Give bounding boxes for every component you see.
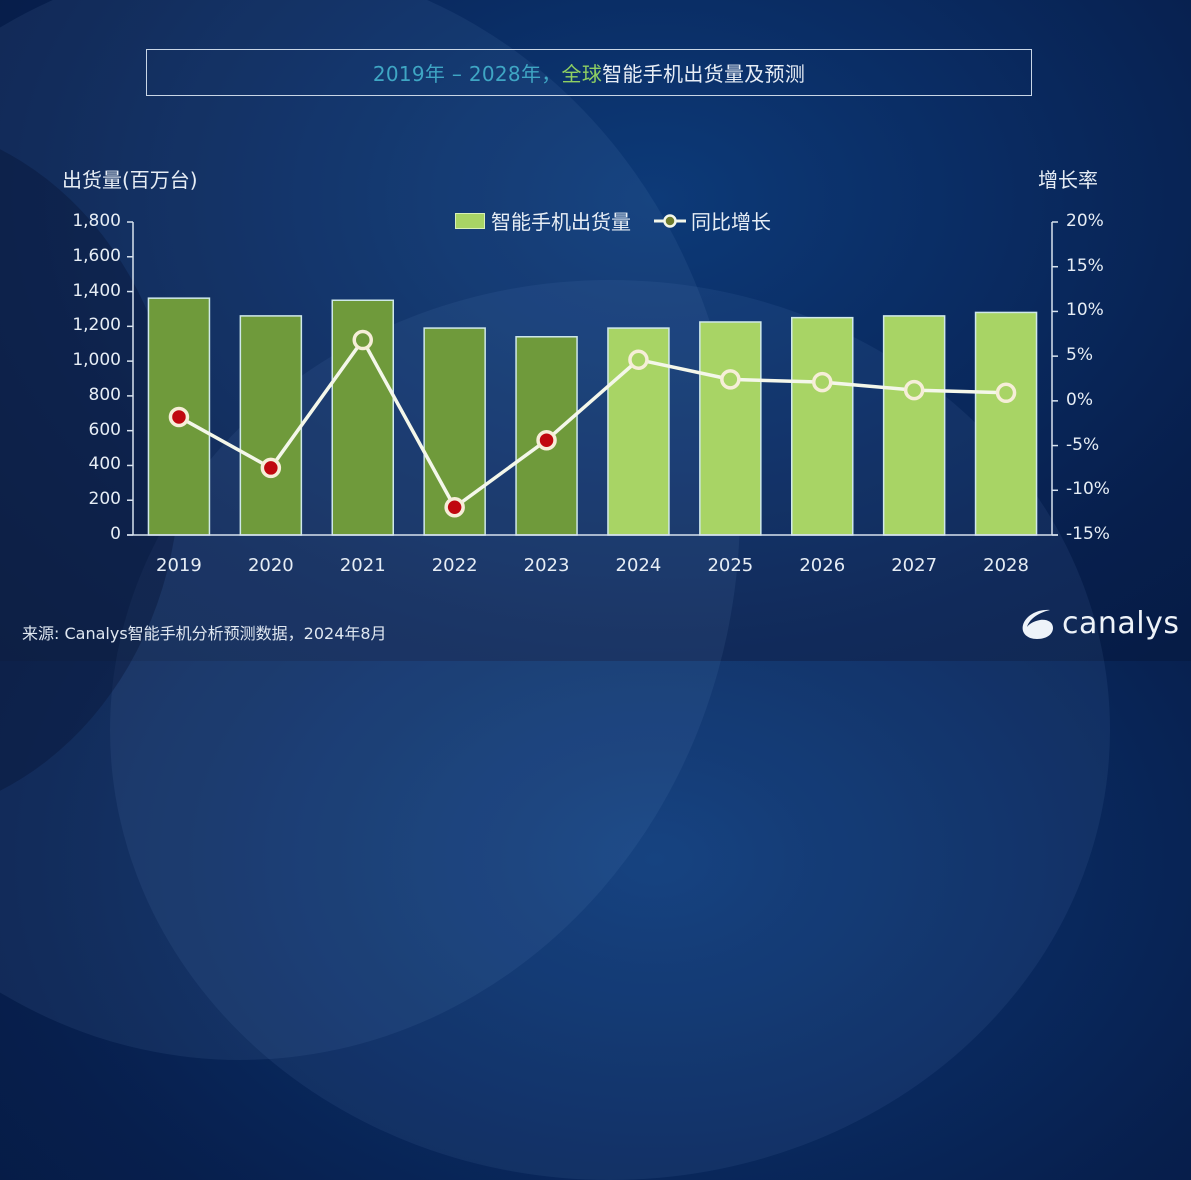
left-axis-title: 出货量(百万台)	[62, 168, 198, 192]
right-tick-label: 5%	[1066, 345, 1093, 366]
growth-marker-2020	[260, 457, 282, 479]
title-years: 2019年 – 2028年，	[372, 62, 562, 86]
growth-marker-2028	[995, 382, 1017, 404]
legend-line-label: 同比增长	[691, 210, 771, 234]
growth-marker-2025	[720, 369, 741, 390]
growth-marker-2021	[352, 329, 373, 351]
x-tick-label: 2025	[707, 555, 754, 576]
right-axis-title: 增长率	[1038, 168, 1098, 192]
bar-2020	[239, 315, 303, 536]
left-tick-label: 1,600	[72, 245, 121, 266]
left-tick-label: 1,400	[72, 280, 121, 301]
bar-2026	[791, 316, 854, 536]
bar-2027	[882, 315, 946, 536]
legend-bar-label: 智能手机出货量	[491, 210, 631, 234]
growth-line	[178, 338, 1007, 510]
legend-line-marker-icon	[653, 213, 687, 229]
growth-marker-2023	[536, 429, 557, 451]
x-tick-label: 2024	[615, 555, 662, 576]
left-tick-label: 600	[88, 419, 121, 440]
right-tick-label: 10%	[1066, 300, 1104, 321]
x-tick-label: 2028	[983, 555, 1029, 576]
title-main: 智能手机出货量及预测	[602, 62, 806, 86]
growth-marker-2022	[444, 497, 465, 518]
x-tick-label: 2021	[339, 555, 386, 576]
right-tick-label: -5%	[1066, 434, 1100, 455]
left-tick-label: 1,200	[72, 315, 121, 336]
chart-title: 2019年 – 2028年， 全球 智能手机出货量及预测	[146, 49, 1032, 96]
source-note: 来源: Canalys智能手机分析预测数据，2024年8月	[22, 624, 387, 643]
legend-bar-swatch	[455, 212, 485, 229]
growth-marker-2019	[168, 406, 190, 428]
growth-marker-2027	[903, 379, 925, 401]
x-tick-label: 2027	[891, 555, 938, 576]
left-tick-label: 200	[88, 489, 121, 510]
bar-2025	[699, 321, 762, 536]
title-global: 全球	[561, 62, 603, 86]
left-tick-label: 1,000	[72, 350, 121, 371]
x-tick-label: 2022	[431, 555, 478, 576]
legend: 智能手机出货量 同比增长	[455, 206, 771, 235]
x-tick-label: 2023	[523, 555, 570, 576]
right-tick-label: 20%	[1066, 211, 1104, 231]
combo-chart	[127, 221, 1058, 536]
left-tick-label: 800	[88, 384, 121, 405]
right-tick-label: 0%	[1066, 389, 1093, 410]
right-tick-label: -15%	[1066, 524, 1110, 544]
growth-marker-2026	[812, 371, 833, 393]
left-tick-label: 1,800	[72, 211, 121, 231]
left-tick-label: 0	[110, 524, 121, 544]
canalys-logo: canalys	[1020, 606, 1180, 641]
logo-text: canalys	[1062, 606, 1180, 641]
growth-marker-2024	[628, 349, 649, 370]
x-tick-label: 2026	[799, 555, 846, 576]
left-tick-label: 400	[88, 454, 121, 475]
right-tick-label: -10%	[1066, 479, 1110, 500]
right-tick-label: 15%	[1066, 255, 1104, 276]
canalys-swoosh-icon	[1022, 609, 1053, 639]
x-tick-label: 2020	[247, 555, 294, 576]
bar-2028	[974, 311, 1038, 536]
x-tick-label: 2019	[156, 555, 202, 576]
